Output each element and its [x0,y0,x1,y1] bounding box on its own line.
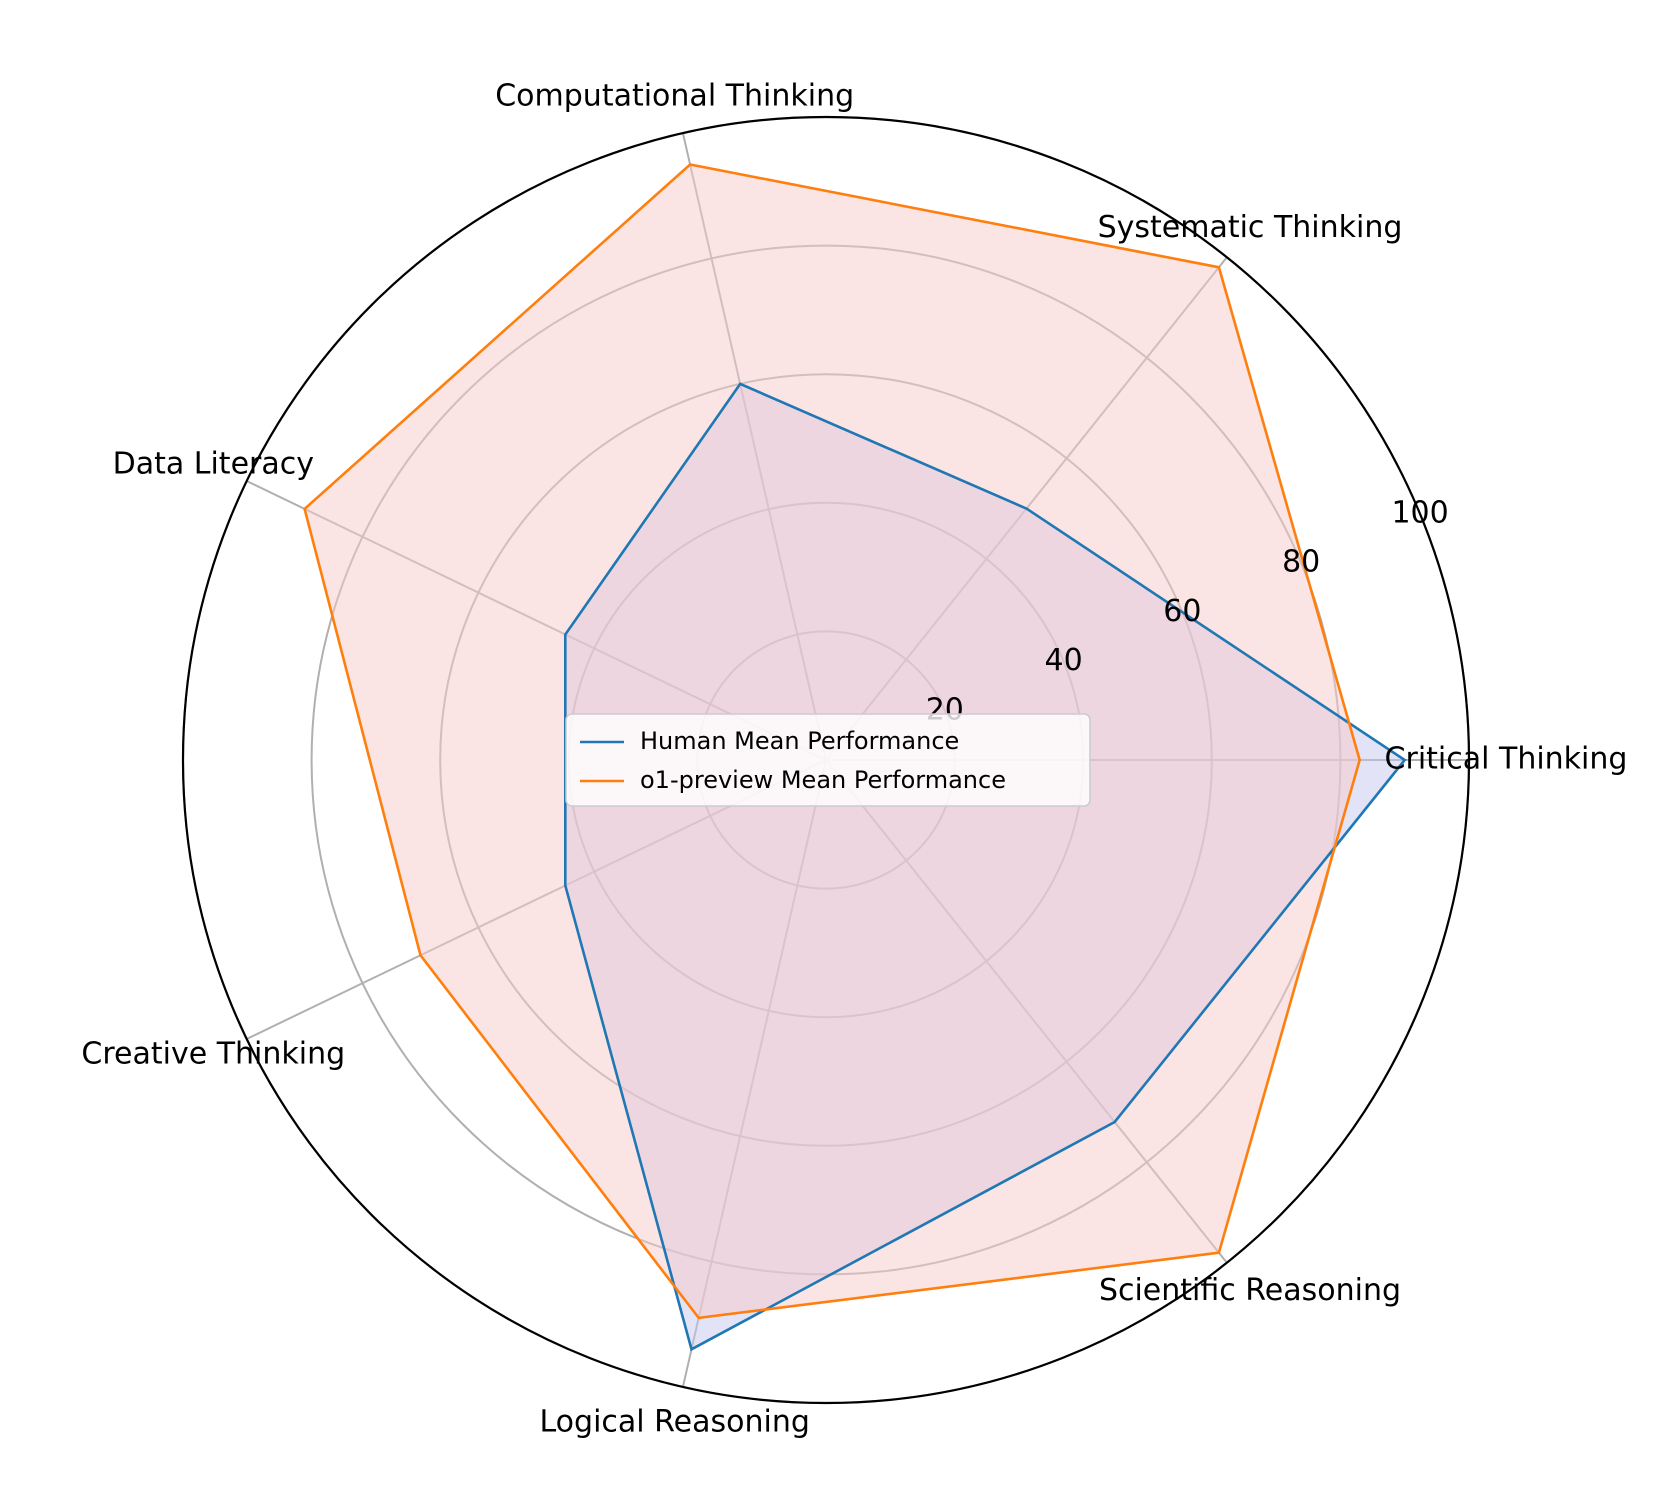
radial-tick-label: 100 [1391,495,1448,530]
category-label: Computational Thinking [495,79,854,114]
legend-entry-label: o1-preview Mean Performance [640,766,1006,794]
radial-tick-label: 80 [1282,545,1320,580]
category-label: Logical Reasoning [539,1405,809,1440]
axis-label-layer: Critical Thinking Systematic Thinking Comp… [81,79,1627,1440]
legend-entry-label: Human Mean Performance [640,727,959,755]
category-label: Critical Thinking [1385,742,1628,777]
category-label: Creative Thinking [81,1037,345,1072]
radial-tick-label: 60 [1163,594,1201,629]
legend-box [565,713,1091,807]
polar-frame [181,115,1471,1405]
category-label: Data Literacy [113,447,314,482]
legend: Human Mean Performance o1-preview Mean Pe… [565,713,1091,807]
category-label: Scientific Reasoning [1099,1273,1401,1308]
series-line-1 [303,163,1362,1320]
category-label: Systematic Thinking [1098,210,1403,245]
radial-tick-label: 40 [1045,643,1083,678]
frame-layer [181,115,1471,1405]
